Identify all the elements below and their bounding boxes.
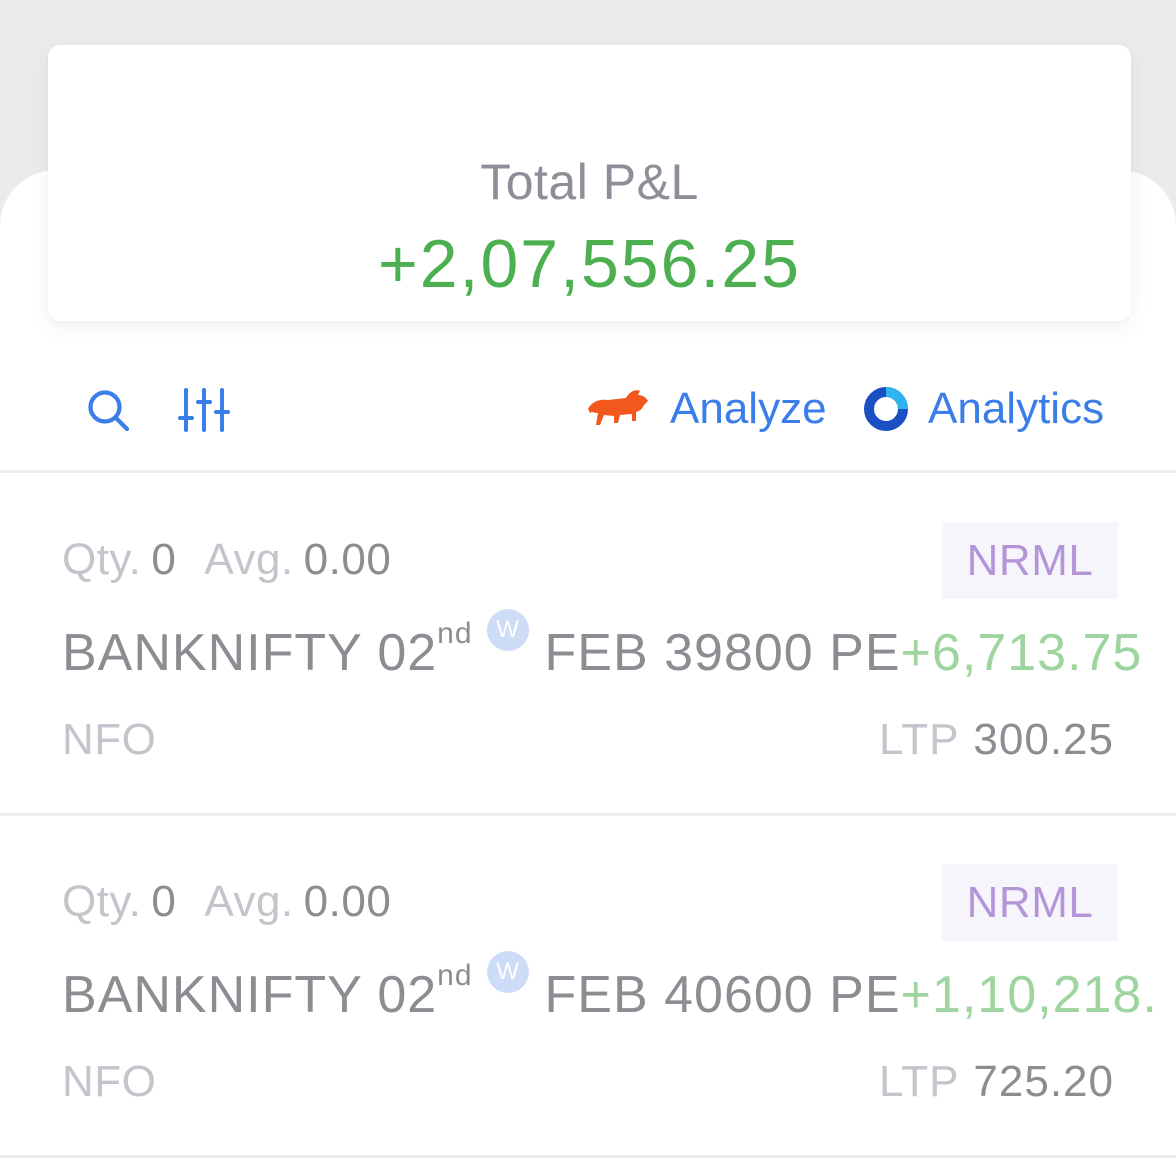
product-badge: NRML [942, 864, 1118, 941]
ring-icon [864, 387, 908, 431]
date-suffix: nd [437, 959, 473, 992]
position-row[interactable]: Qty. 0 Avg. 0.00 NRML BANKNIFTY 02nd W FEB 39… [0, 473, 1176, 813]
instrument-line: BANKNIFTY 02nd W FEB 40600 PE+1,10,218. [62, 951, 1158, 1025]
qty-label: Qty. [62, 535, 142, 584]
exchange-label: NFO [62, 715, 157, 764]
search-icon[interactable] [82, 384, 134, 436]
instrument-line: BANKNIFTY 02nd W FEB 39800 PE+6,713.75 [62, 609, 1143, 683]
sliders-icon[interactable] [178, 384, 230, 436]
position-meta: Qty. 0 Avg. 0.00 [62, 877, 391, 927]
bull-icon [588, 390, 648, 425]
total-pnl-label: Total P&L [480, 154, 699, 210]
symbol-prefix: BANKNIFTY 02 [62, 966, 438, 1024]
avg-value: 0.00 [303, 877, 392, 926]
total-pnl-card: Total P&L +2,07,556.25 [48, 45, 1131, 321]
exchange-label: NFO [62, 1057, 157, 1106]
ltp-value: 725.20 [973, 1057, 1114, 1106]
qty-value: 0 [151, 535, 177, 584]
position-pnl: +1,10,218. [900, 966, 1158, 1024]
positions-toolbar: Analyze Analytics [0, 378, 1176, 440]
toolbar-divider [0, 470, 1176, 473]
avg-value: 0.00 [303, 535, 392, 584]
position-pnl: +6,713.75 [900, 624, 1143, 682]
analytics-label: Analytics [928, 384, 1105, 433]
weekly-badge: W [486, 951, 529, 993]
analytics-button[interactable]: Analytics [862, 378, 1104, 440]
symbol-rest: FEB 39800 PE [544, 624, 901, 682]
weekly-badge: W [486, 609, 529, 651]
symbol-rest: FEB 40600 PE [544, 966, 901, 1024]
ltp: LTP 725.20 [879, 1057, 1114, 1107]
row-divider [0, 1155, 1176, 1158]
total-pnl-value: +2,07,556.25 [378, 226, 801, 302]
ltp-value: 300.25 [973, 715, 1114, 764]
qty-value: 0 [151, 877, 177, 926]
avg-label: Avg. [204, 877, 294, 926]
analyze-label: Analyze [670, 384, 827, 433]
ltp-label: LTP [878, 1057, 960, 1106]
date-suffix: nd [437, 617, 473, 650]
positions-sheet [0, 170, 1176, 1160]
position-meta: Qty. 0 Avg. 0.00 [62, 535, 391, 585]
qty-label: Qty. [62, 877, 142, 926]
row-divider [0, 813, 1176, 816]
ltp-label: LTP [878, 715, 960, 764]
analyze-button[interactable]: Analyze [586, 378, 827, 440]
position-row[interactable]: Qty. 0 Avg. 0.00 NRML BANKNIFTY 02nd W FEB 40… [0, 815, 1176, 1155]
symbol-prefix: BANKNIFTY 02 [62, 624, 438, 682]
avg-label: Avg. [204, 535, 294, 584]
ltp: LTP 300.25 [879, 715, 1114, 765]
product-badge: NRML [942, 522, 1118, 599]
